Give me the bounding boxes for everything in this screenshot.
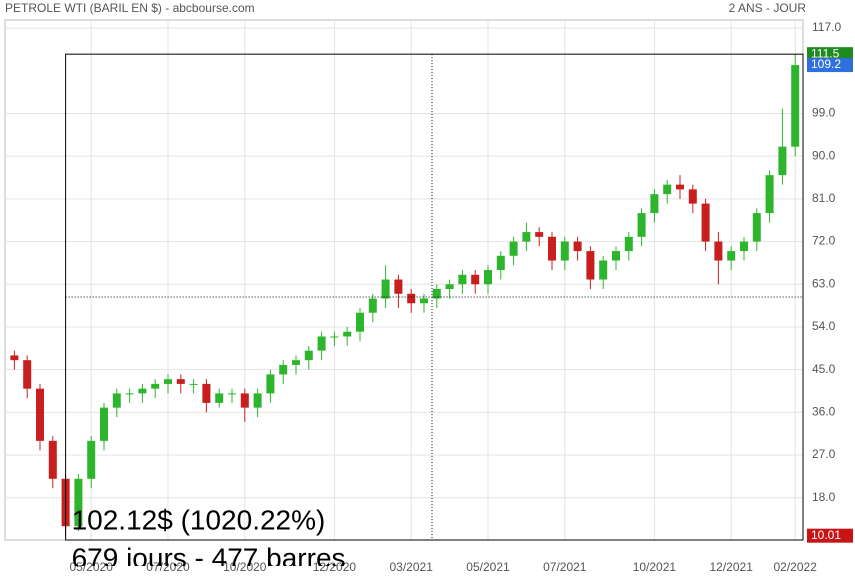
price-marker bbox=[807, 47, 853, 62]
price-marker-label: 109.2 bbox=[811, 57, 841, 71]
candle-body bbox=[100, 407, 108, 441]
candle-body bbox=[125, 393, 134, 395]
candle-body bbox=[676, 184, 684, 190]
y-tick-label: 54.0 bbox=[812, 319, 836, 333]
y-tick-label: 45.0 bbox=[812, 362, 836, 376]
y-tick-label: 36.0 bbox=[812, 405, 836, 419]
x-tick-label: 03/2021 bbox=[390, 560, 434, 574]
candle-body bbox=[496, 255, 505, 271]
candle-body bbox=[420, 298, 428, 304]
candle-body bbox=[368, 298, 377, 313]
candle-body bbox=[509, 241, 518, 256]
candle-body bbox=[599, 260, 608, 280]
price-marker-label: 111.5 bbox=[811, 46, 840, 60]
candle-body bbox=[266, 374, 275, 394]
candle-body bbox=[752, 213, 761, 242]
candle-body bbox=[304, 350, 313, 361]
candle-body bbox=[176, 379, 185, 384]
y-tick-label: 81.0 bbox=[812, 191, 836, 205]
candle-body bbox=[189, 383, 198, 385]
candle-body bbox=[381, 279, 390, 299]
y-tick-label: 72.0 bbox=[812, 234, 836, 248]
candle-body bbox=[394, 279, 403, 294]
x-tick-label: 05/2020 bbox=[70, 560, 114, 574]
candle-body bbox=[624, 236, 633, 252]
y-tick-label: 27.0 bbox=[812, 447, 836, 461]
candle-body bbox=[791, 65, 800, 147]
candle-body bbox=[36, 388, 44, 441]
annotation: 679 jours - 477 barres bbox=[72, 542, 346, 573]
candle-body bbox=[151, 383, 160, 389]
x-tick-label: 07/2020 bbox=[146, 560, 190, 574]
candle-body bbox=[560, 241, 569, 261]
y-tick-label: 18.0 bbox=[812, 490, 836, 504]
candle-body bbox=[688, 189, 697, 204]
candle-body bbox=[548, 236, 556, 261]
candle-body bbox=[330, 336, 339, 338]
y-tick-label: 117.0 bbox=[812, 20, 841, 34]
candle-body bbox=[714, 241, 723, 261]
candle-body bbox=[87, 440, 96, 479]
annotation-group: 102.12$ (1020.22%) 679 jours - 477 barres bbox=[72, 504, 346, 573]
candle-body bbox=[573, 241, 582, 252]
x-tick-label: 10/2021 bbox=[633, 560, 677, 574]
price-marker-label: 10.01 bbox=[811, 528, 841, 542]
chart-title: PETROLE WTI (BARIL EN $) - abcbourse.com bbox=[5, 1, 255, 15]
candle-body bbox=[663, 184, 672, 195]
candle-body bbox=[10, 355, 19, 361]
candle-body bbox=[727, 251, 736, 261]
candle-body bbox=[765, 175, 774, 214]
candle-body bbox=[138, 388, 147, 394]
candle-body bbox=[778, 146, 787, 176]
candle-body bbox=[202, 383, 211, 403]
candle-body bbox=[292, 360, 300, 365]
y-tick-label: 90.0 bbox=[812, 148, 836, 162]
candle-body bbox=[740, 241, 748, 252]
candle-body bbox=[279, 364, 288, 375]
period-label: 2 ANS - JOUR bbox=[729, 1, 807, 15]
candle-body bbox=[522, 232, 531, 242]
x-tick-label: 02/2022 bbox=[774, 560, 818, 574]
x-tick-label: 10/2020 bbox=[223, 560, 267, 574]
annotation: 102.12$ (1020.22%) bbox=[72, 504, 326, 535]
y-tick-label: 99.0 bbox=[812, 106, 836, 120]
candle-body bbox=[701, 203, 710, 242]
candle-body bbox=[74, 478, 83, 527]
candle-body bbox=[407, 293, 416, 304]
candle-body bbox=[535, 232, 544, 237]
candle-body bbox=[484, 270, 492, 285]
candle-body bbox=[228, 393, 236, 395]
candle-body bbox=[48, 440, 57, 479]
plot-area bbox=[4, 19, 804, 541]
x-tick-label: 05/2021 bbox=[466, 560, 510, 574]
candle-body bbox=[343, 331, 352, 337]
x-tick-label: 12/2020 bbox=[313, 560, 357, 574]
candle-body bbox=[445, 284, 454, 290]
candle-body bbox=[637, 213, 646, 237]
candle-body bbox=[356, 312, 364, 332]
y-tick-label: 63.0 bbox=[812, 276, 836, 290]
candle-body bbox=[650, 194, 659, 214]
x-tick-label: 07/2021 bbox=[543, 560, 587, 574]
candle-body bbox=[112, 393, 121, 408]
price-marker bbox=[807, 58, 853, 73]
candle-body bbox=[432, 289, 441, 299]
candle-body bbox=[215, 393, 224, 403]
candle-body bbox=[253, 393, 262, 408]
candle-body bbox=[586, 251, 595, 280]
candle-body bbox=[240, 393, 249, 408]
candle-body bbox=[164, 379, 172, 384]
x-tick-label: 12/2021 bbox=[710, 560, 754, 574]
candle-body bbox=[23, 360, 32, 389]
candle-body bbox=[471, 274, 480, 285]
candle-body bbox=[317, 336, 326, 351]
candle-body bbox=[612, 251, 620, 261]
candle-body bbox=[458, 274, 467, 285]
price-marker bbox=[807, 528, 853, 543]
